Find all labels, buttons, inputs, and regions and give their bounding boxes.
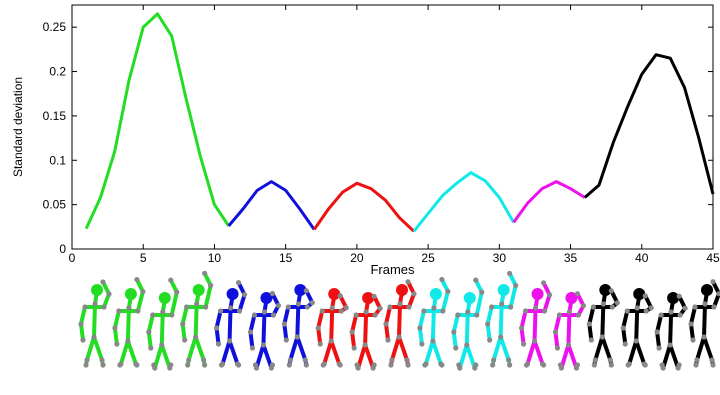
- x-tick-label: 30: [493, 251, 507, 265]
- skeleton-figure: [688, 279, 720, 368]
- y-tick-label: 0.2: [49, 65, 66, 79]
- series-line: [84, 12, 230, 230]
- skeleton-figure: [451, 277, 485, 371]
- x-axis-title: Frames: [370, 262, 415, 277]
- skeleton-figure: [518, 280, 553, 368]
- series-line: [227, 180, 316, 231]
- skeleton-figure: [383, 279, 417, 368]
- y-tick-label: 0.25: [43, 20, 67, 34]
- x-tick-label: 20: [350, 251, 364, 265]
- x-tick-label: 10: [208, 251, 222, 265]
- skeleton-figure: [247, 290, 282, 371]
- tick-labels: 0 5 10 15 20 25 30 35 40 45 0 0.05 0.1 0.15 0.2 0.25: [43, 20, 720, 265]
- line-chart: 0 5 10 15 20 25 30 35 40 45 0 0.05 0.1 0.15 0.2 0.25 Fr…: [11, 4, 720, 277]
- skeleton-figure: [315, 288, 349, 368]
- series-line: [512, 180, 586, 224]
- series-line: [312, 181, 415, 233]
- skeleton-figure: [417, 276, 451, 368]
- y-axis-title: Standard deviation: [11, 77, 25, 177]
- skeleton-figure: [180, 270, 214, 368]
- y-tick-label: 0.1: [49, 153, 66, 167]
- x-tick-label: 40: [635, 251, 649, 265]
- y-tick-label: 0.15: [43, 109, 67, 123]
- y-tick-label: 0.05: [43, 198, 67, 212]
- skeleton-figure: [78, 279, 112, 368]
- plot-frame: [71, 4, 714, 250]
- skeleton-figure: [146, 277, 180, 371]
- skeleton-figure: [281, 284, 315, 368]
- x-tick-label: 45: [706, 251, 720, 265]
- x-tick-label: 35: [564, 251, 578, 265]
- skeleton-figure: [485, 270, 519, 368]
- series-line: [412, 171, 515, 233]
- axis-ticks: [71, 5, 714, 250]
- skeleton-figure: [620, 288, 654, 368]
- skeleton-figure: [213, 280, 248, 368]
- skeleton-figure: [349, 292, 383, 371]
- series-lines: [84, 12, 715, 233]
- series-line: [583, 53, 715, 199]
- x-tick-label: 25: [421, 251, 435, 265]
- y-tick-label: 0: [59, 242, 66, 256]
- x-tick-label: 5: [140, 251, 147, 265]
- skeleton-figure: [112, 276, 146, 368]
- pose-sequence-strip: [78, 270, 720, 371]
- x-tick-label: 15: [279, 251, 293, 265]
- skeleton-figure: [552, 291, 587, 371]
- skeleton-figure: [654, 292, 688, 371]
- skeleton-figure: [586, 284, 620, 368]
- x-tick-label: 0: [69, 251, 76, 265]
